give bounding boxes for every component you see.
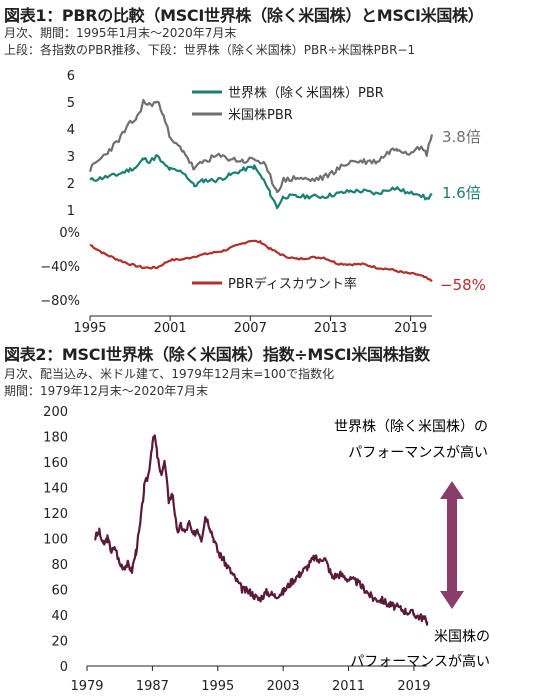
relative-y-tick: 40 [51,609,68,624]
pbr-y-tick: 4 [67,123,75,138]
legend-discount: PBRディスカウント率 [192,276,357,292]
top-x-tick: 2019 [394,321,427,336]
discount-y-tick: −80% [40,294,80,309]
relative-y-tick: 160 [43,456,68,471]
bottom-x-tick: 1995 [201,679,234,694]
chart1-title: 図表1：PBRの比較（MSCI世界株（除く米国株）とMSCI米国株） [4,6,484,25]
us-pbr-line [88,98,434,194]
world-end-label: 1.6倍 [442,184,481,202]
world-pbr-line [89,154,433,210]
chart1-subtitle-panels: 上段：各指数のPBR推移、下段：世界株（除く米国株）PBR÷米国株PBR−1 [4,43,416,57]
chart2-subtitle-method: 月次、配当込み、米ドル建て、1979年12月末=100で指数化 [4,367,335,381]
top-x-tick: 1995 [73,321,106,336]
relative-y-tick: 120 [43,507,68,522]
legend-pbr: 世界株（除く米国株）PBR 米国株PBR [192,86,384,123]
relative-y-tick: 80 [51,558,68,573]
discount-y-tick: 0% [59,226,80,241]
bottom-x-tick: 2011 [332,679,365,694]
bottom-x-tick: 1979 [70,679,103,694]
pbr-panel: 1 2 3 4 5 6 [67,69,434,219]
chart2-title: 図表2：MSCI世界株（除く米国株）指数÷MSCI米国株指数 [4,345,430,364]
relative-y-tick: 20 [51,635,68,650]
discount-y-tick: −40% [40,260,80,275]
relative-index-panel: 0 20 40 60 80 100 120 140 160 180 200 1979 1987 1995 2… [43,405,430,694]
relative-y-tick: 60 [51,584,68,599]
relative-y-tick: 180 [43,431,68,446]
top-x-tick: 2007 [234,321,267,336]
pbr-y-tick: 6 [67,69,75,84]
relative-y-tick: 100 [43,533,68,548]
annotation-world-outperform-1: 世界株（除く米国株）の [334,419,488,435]
pbr-y-tick: 3 [67,150,75,165]
top-x-tick: 2001 [154,321,187,336]
legend-us-label: 米国株PBR [228,108,293,123]
bottom-x-tick: 1987 [136,679,169,694]
relative-index-line [93,434,429,626]
annotation-world-outperform-2: パフォーマンスが高い [348,444,488,461]
pbr-y-tick: 2 [67,177,75,192]
discount-panel: 0% −40% −80% 1995 2001 2007 2013 2019 [40,226,433,336]
relative-y-tick: 0 [60,660,68,675]
relative-y-tick: 200 [43,405,68,420]
pbr-y-tick: 5 [67,96,75,111]
annotation-us-outperform-2: パフォーマンスが高い [350,653,490,670]
legend-world-label: 世界株（除く米国株）PBR [228,86,384,101]
pbr-discount-line [89,239,433,283]
double-arrow-icon [440,481,464,609]
bottom-x-tick: 2003 [267,679,300,694]
bottom-x-tick: 2019 [397,679,430,694]
top-x-tick: 2013 [314,321,347,336]
legend-discount-label: PBRディスカウント率 [228,276,357,292]
chart1-subtitle-period: 月次、期間：1995年1月末～2020年7月末 [4,26,237,40]
discount-end-label: −58% [440,276,486,294]
pbr-y-tick: 1 [67,204,75,219]
us-end-label: 3.8倍 [442,128,481,146]
chart2-subtitle-period: 期間：1979年12月末～2020年7月末 [4,384,208,398]
annotation-us-outperform-1: 米国株の [434,629,490,645]
relative-y-tick: 140 [43,482,68,497]
